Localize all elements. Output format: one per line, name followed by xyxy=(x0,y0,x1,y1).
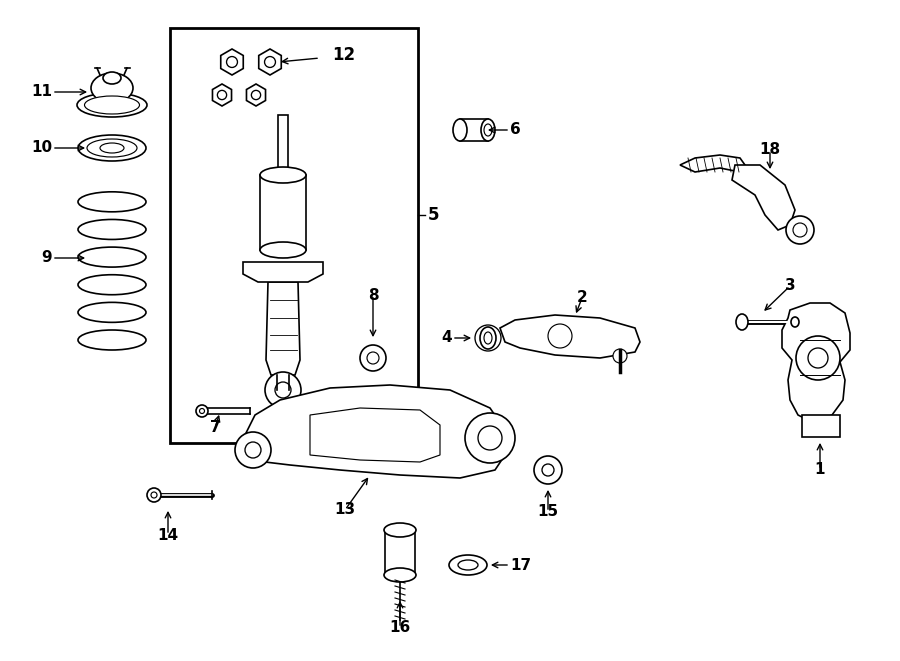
Ellipse shape xyxy=(458,560,478,570)
Ellipse shape xyxy=(260,167,306,183)
Bar xyxy=(170,28,418,443)
Circle shape xyxy=(364,414,396,446)
Ellipse shape xyxy=(793,223,807,237)
Text: 12: 12 xyxy=(332,46,356,64)
Circle shape xyxy=(548,324,572,348)
Text: 9: 9 xyxy=(41,251,52,266)
Text: 11: 11 xyxy=(31,85,52,100)
Text: 14: 14 xyxy=(158,527,178,543)
Ellipse shape xyxy=(103,72,121,84)
Ellipse shape xyxy=(791,317,799,327)
Text: 16: 16 xyxy=(390,621,410,635)
Ellipse shape xyxy=(78,302,146,323)
Circle shape xyxy=(534,456,562,484)
Bar xyxy=(260,175,306,250)
Ellipse shape xyxy=(78,135,146,161)
Polygon shape xyxy=(500,315,640,358)
Circle shape xyxy=(265,372,301,408)
Ellipse shape xyxy=(453,119,467,141)
Ellipse shape xyxy=(85,96,140,114)
Ellipse shape xyxy=(449,555,487,575)
Ellipse shape xyxy=(367,352,379,364)
Ellipse shape xyxy=(786,216,814,244)
Ellipse shape xyxy=(260,242,306,258)
Bar xyxy=(385,530,415,575)
Polygon shape xyxy=(782,303,850,420)
Ellipse shape xyxy=(484,332,492,344)
Polygon shape xyxy=(212,84,231,106)
Ellipse shape xyxy=(196,405,208,417)
Ellipse shape xyxy=(147,488,161,502)
Circle shape xyxy=(275,382,291,398)
Polygon shape xyxy=(310,408,440,462)
Circle shape xyxy=(478,426,502,450)
Bar xyxy=(802,415,840,437)
Bar xyxy=(278,115,288,175)
Text: 5: 5 xyxy=(428,206,439,224)
Ellipse shape xyxy=(736,314,748,330)
Circle shape xyxy=(227,57,238,67)
Ellipse shape xyxy=(200,408,204,414)
Ellipse shape xyxy=(480,327,496,349)
Ellipse shape xyxy=(78,247,146,267)
Text: 3: 3 xyxy=(785,278,796,293)
Ellipse shape xyxy=(484,124,492,136)
Circle shape xyxy=(218,91,227,100)
Polygon shape xyxy=(258,49,282,75)
Ellipse shape xyxy=(360,345,386,371)
Text: 7: 7 xyxy=(210,420,220,436)
Polygon shape xyxy=(240,385,505,478)
Ellipse shape xyxy=(384,523,416,537)
Polygon shape xyxy=(266,282,300,375)
Text: 10: 10 xyxy=(31,141,52,155)
Ellipse shape xyxy=(78,330,146,350)
Ellipse shape xyxy=(78,275,146,295)
Ellipse shape xyxy=(481,119,495,141)
Text: 6: 6 xyxy=(510,122,521,137)
Ellipse shape xyxy=(384,568,416,582)
Text: 17: 17 xyxy=(510,557,531,572)
Polygon shape xyxy=(243,262,323,282)
Ellipse shape xyxy=(78,192,146,212)
Text: 13: 13 xyxy=(335,502,356,518)
Polygon shape xyxy=(680,155,745,172)
Ellipse shape xyxy=(151,492,157,498)
Circle shape xyxy=(245,442,261,458)
Text: 1: 1 xyxy=(814,463,825,477)
Circle shape xyxy=(251,91,261,100)
Circle shape xyxy=(796,336,840,380)
Ellipse shape xyxy=(78,219,146,239)
Ellipse shape xyxy=(91,73,133,103)
Text: 15: 15 xyxy=(537,504,559,520)
Circle shape xyxy=(465,413,515,463)
Text: 18: 18 xyxy=(760,143,780,157)
Circle shape xyxy=(613,349,627,363)
Bar xyxy=(277,375,289,393)
Polygon shape xyxy=(247,84,266,106)
Circle shape xyxy=(542,464,554,476)
Ellipse shape xyxy=(87,139,137,157)
Text: 4: 4 xyxy=(441,330,452,346)
Polygon shape xyxy=(220,49,243,75)
Circle shape xyxy=(265,57,275,67)
Text: 2: 2 xyxy=(577,290,588,305)
Bar xyxy=(460,119,488,141)
Ellipse shape xyxy=(475,325,501,351)
Circle shape xyxy=(808,348,828,368)
Polygon shape xyxy=(732,165,795,230)
Circle shape xyxy=(235,432,271,468)
Ellipse shape xyxy=(77,93,147,117)
Text: 8: 8 xyxy=(368,288,378,303)
Ellipse shape xyxy=(100,143,124,153)
